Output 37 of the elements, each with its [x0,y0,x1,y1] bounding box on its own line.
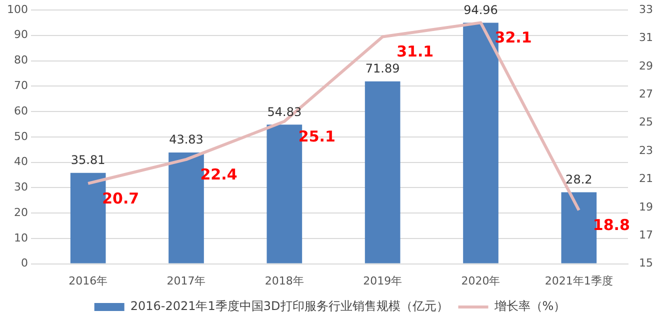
y2-tick-label: 23 [639,144,654,157]
bar [364,81,400,264]
x-tick-label: 2018年 [264,274,304,288]
y2-tick-label: 21 [639,172,654,186]
y-tick-label: 100 [6,2,28,16]
y-tick-label: 40 [14,155,28,168]
y2-tick-label: 17 [639,228,654,242]
y2-tick-label: 33 [639,2,654,16]
data-label: 71.89 [365,61,400,76]
y-tick-label: 30 [14,180,28,194]
data-label: 94.96 [464,2,498,17]
y-tick-label: 90 [14,28,28,42]
x-tick-label: 2020年 [461,274,500,288]
y2-tick-label: 25 [639,116,654,129]
x-tick-label: 2019年 [363,274,402,288]
legend-label: 增长率（%） [493,299,566,314]
data-label: 54.83 [267,104,302,119]
x-tick-label: 2021年1季度 [544,274,613,288]
y2-tick-label: 29 [639,59,654,72]
y-tick-label: 70 [14,79,28,92]
x-tick-label: 2017年 [166,274,206,288]
y2-tick-label: 19 [639,200,654,214]
data-label: 28.2 [566,172,592,186]
y-tick-label: 0 [20,256,28,270]
y2-tick-label: 31 [639,31,654,44]
data-label: 35.81 [70,153,106,168]
y-tick-label: 20 [14,206,28,219]
y2-tick-label: 15 [639,256,654,270]
legend-label: 2016-2021年1季度中国3D打印服务行业销售规模（亿元） [130,299,448,314]
y2-tick-label: 27 [639,87,654,100]
y-tick-label: 50 [14,130,28,143]
x-tick-label: 2016年 [68,274,108,288]
data-label: 31.1 [396,42,434,61]
y-tick-label: 80 [14,54,28,67]
data-label: 43.83 [169,132,204,147]
y-tick-label: 60 [14,104,28,118]
y-tick-label: 10 [14,231,28,244]
